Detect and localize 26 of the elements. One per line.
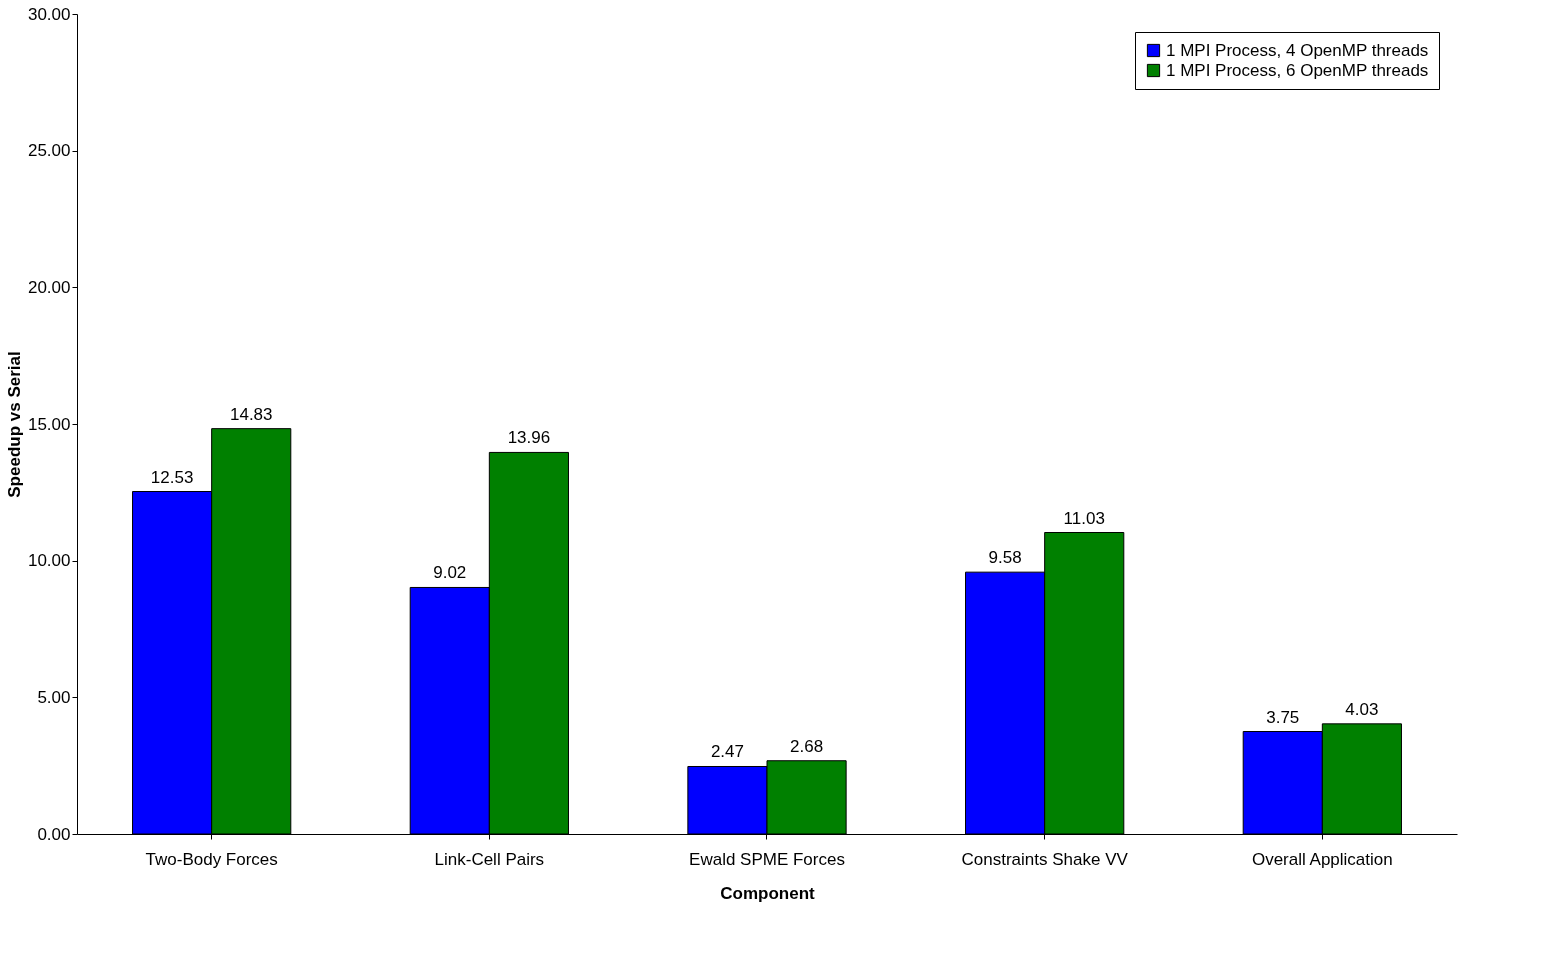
legend-label: 1 MPI Process, 6 OpenMP threads: [1166, 60, 1429, 80]
y-tick-label: 25.00: [27, 141, 71, 161]
data-label: 3.75: [1266, 707, 1300, 727]
data-label: 9.58: [988, 548, 1022, 568]
data-label: 12.53: [150, 467, 194, 487]
legend-label: 1 MPI Process, 4 OpenMP threads: [1166, 40, 1429, 60]
y-tick-label: 30.00: [27, 4, 71, 24]
y-axis-title: Speedup vs Serial: [4, 351, 24, 498]
y-tick-label: 0.00: [37, 824, 71, 844]
y-tick-label: 5.00: [37, 687, 71, 707]
data-label: 2.68: [790, 736, 824, 756]
x-tick-label: Link-Cell Pairs: [434, 849, 545, 869]
data-label: 11.03: [1063, 508, 1105, 528]
y-tick-label: 15.00: [27, 414, 71, 434]
data-label: 2.47: [710, 742, 744, 762]
x-tick-label: Ewald SPME Forces: [689, 849, 845, 869]
x-axis-title: Component: [720, 883, 816, 903]
data-label: 13.96: [507, 428, 551, 448]
y-tick-label: 20.00: [27, 277, 71, 297]
data-label: 9.02: [433, 563, 467, 583]
y-tick-label: 10.00: [27, 551, 71, 571]
data-label: 4.03: [1345, 699, 1379, 719]
x-tick-label: Constraints Shake VV: [961, 849, 1129, 869]
x-tick-label: Overall Application: [1251, 849, 1393, 869]
x-tick-label: Two-Body Forces: [145, 849, 278, 869]
data-label: 14.83: [229, 404, 273, 424]
